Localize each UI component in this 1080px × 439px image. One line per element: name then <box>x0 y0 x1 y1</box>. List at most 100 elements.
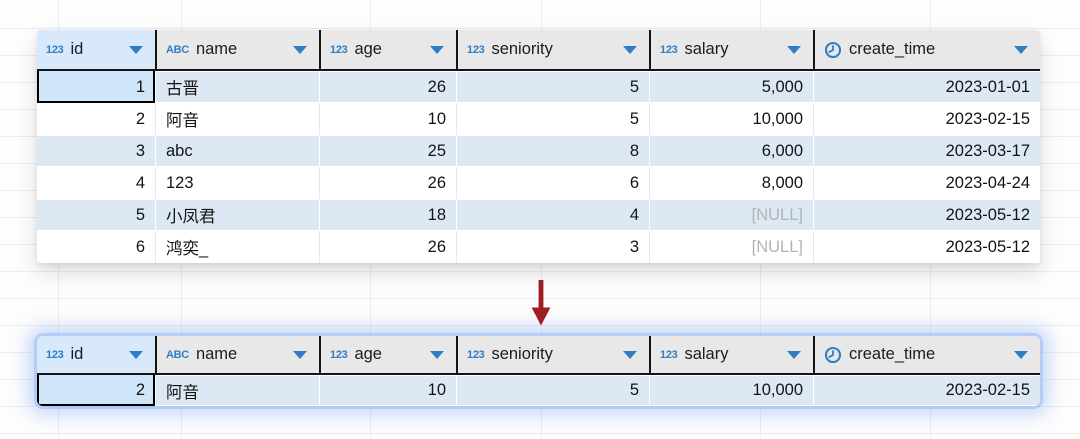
filter-dropdown-icon[interactable] <box>430 350 444 359</box>
column-header-id[interactable]: 123 id <box>37 30 155 69</box>
cell-create_time[interactable]: 2023-02-15 <box>813 103 1040 135</box>
filter-dropdown-icon[interactable] <box>623 350 637 359</box>
column-header-id[interactable]: 123 id <box>37 336 155 373</box>
cell-salary[interactable]: 8,000 <box>649 167 813 199</box>
down-arrow-shape <box>531 280 551 326</box>
column-label: seniority <box>491 40 553 58</box>
cell-salary[interactable]: [NULL] <box>649 199 813 231</box>
cell-name[interactable]: 古晋 <box>155 71 319 103</box>
column-header-create_time[interactable]: create_time <box>813 30 1040 69</box>
column-label: id <box>70 345 84 363</box>
header-row: 123 id ABC name 123 age 123 seniority 123 salary c… <box>37 336 1040 375</box>
cell-seniority[interactable]: 5 <box>456 71 649 103</box>
filter-dropdown-icon[interactable] <box>623 45 637 54</box>
cell-salary[interactable]: 6,000 <box>649 135 813 167</box>
cell-salary[interactable]: [NULL] <box>649 231 813 263</box>
cell-salary[interactable]: 5,000 <box>649 71 813 103</box>
filter-dropdown-icon[interactable] <box>293 350 307 359</box>
text-type-icon: ABC <box>166 43 189 56</box>
cell-age[interactable]: 26 <box>319 231 456 263</box>
table-row: 3 abc 25 8 6,000 2023-03-17 <box>37 135 1040 167</box>
cell-name[interactable]: 鸿奕_ <box>155 231 319 263</box>
column-header-seniority[interactable]: 123 seniority <box>456 336 649 373</box>
cell-age[interactable]: 25 <box>319 135 456 167</box>
cell-id[interactable]: 2 <box>37 375 155 406</box>
datetime-type-icon <box>824 41 842 59</box>
numeric-type-icon: 123 <box>660 43 678 56</box>
column-label: name <box>195 40 238 58</box>
cell-name[interactable]: 阿音 <box>155 103 319 135</box>
numeric-type-icon: 123 <box>467 43 485 56</box>
column-label: seniority <box>491 345 553 363</box>
numeric-type-icon: 123 <box>330 43 348 56</box>
cell-create_time[interactable]: 2023-03-17 <box>813 135 1040 167</box>
datetime-type-icon <box>824 346 842 364</box>
cell-create_time[interactable]: 2023-05-12 <box>813 231 1040 263</box>
column-header-age[interactable]: 123 age <box>319 30 456 69</box>
cell-id[interactable]: 6 <box>135 237 145 256</box>
column-header-name[interactable]: ABC name <box>155 336 319 373</box>
cell-salary[interactable]: 10,000 <box>649 103 813 135</box>
column-label: salary <box>684 345 729 363</box>
filter-dropdown-icon[interactable] <box>129 45 143 54</box>
numeric-type-icon: 123 <box>46 348 64 361</box>
filter-dropdown-icon[interactable] <box>787 350 801 359</box>
column-label: id <box>70 40 84 58</box>
filter-dropdown-icon[interactable] <box>293 45 307 54</box>
column-label: name <box>195 345 238 363</box>
numeric-type-icon: 123 <box>660 348 678 361</box>
cell-age[interactable]: 26 <box>319 71 456 103</box>
column-label: age <box>354 40 382 58</box>
table-row: 5 小凤君 18 4 [NULL] 2023-05-12 <box>37 199 1040 231</box>
table-row: 2 阿音 10 5 10,000 2023-02-15 <box>37 375 1040 406</box>
numeric-type-icon: 123 <box>46 43 64 56</box>
column-header-create_time[interactable]: create_time <box>813 336 1040 373</box>
cell-id[interactable]: 1 <box>37 71 155 103</box>
transform-arrow-icon <box>530 280 552 331</box>
numeric-type-icon: 123 <box>330 348 348 361</box>
cell-age[interactable]: 26 <box>319 167 456 199</box>
column-label: create_time <box>849 345 936 363</box>
cell-name[interactable]: 小凤君 <box>155 199 319 231</box>
cell-name[interactable]: abc <box>155 135 319 167</box>
column-header-name[interactable]: ABC name <box>155 30 319 69</box>
cell-create_time[interactable]: 2023-04-24 <box>813 167 1040 199</box>
cell-seniority[interactable]: 8 <box>456 135 649 167</box>
filter-dropdown-icon[interactable] <box>1014 350 1028 359</box>
column-header-salary[interactable]: 123 salary <box>649 30 813 69</box>
cell-create_time[interactable]: 2023-02-15 <box>813 375 1040 406</box>
cell-create_time[interactable]: 2023-01-01 <box>813 71 1040 103</box>
numeric-type-icon: 123 <box>467 348 485 361</box>
column-header-age[interactable]: 123 age <box>319 336 456 373</box>
cell-id[interactable]: 3 <box>135 141 145 160</box>
cell-seniority[interactable]: 5 <box>456 103 649 135</box>
cell-name[interactable]: 阿音 <box>155 375 319 406</box>
column-label: create_time <box>849 40 936 58</box>
cell-name[interactable]: 123 <box>155 167 319 199</box>
cell-seniority[interactable]: 5 <box>456 375 649 406</box>
filter-dropdown-icon[interactable] <box>1014 45 1028 54</box>
cell-salary[interactable]: 10,000 <box>649 375 813 406</box>
result-data-grid: 123 id ABC name 123 age 123 seniority 123 salary c… <box>37 336 1040 406</box>
filter-dropdown-icon[interactable] <box>430 45 444 54</box>
cell-id[interactable]: 5 <box>135 205 145 224</box>
column-header-salary[interactable]: 123 salary <box>649 336 813 373</box>
table-row: 4 123 26 6 8,000 2023-04-24 <box>37 167 1040 199</box>
table-row: 2 阿音 10 5 10,000 2023-02-15 <box>37 103 1040 135</box>
column-header-seniority[interactable]: 123 seniority <box>456 30 649 69</box>
source-data-grid: 123 id ABC name 123 age 123 seniority 123 salary c… <box>37 30 1040 263</box>
cell-age[interactable]: 10 <box>319 103 456 135</box>
cell-id[interactable]: 2 <box>135 109 145 128</box>
cell-id[interactable]: 4 <box>135 173 145 192</box>
cell-seniority[interactable]: 3 <box>456 231 649 263</box>
cell-seniority[interactable]: 4 <box>456 199 649 231</box>
column-label: salary <box>684 40 729 58</box>
filter-dropdown-icon[interactable] <box>787 45 801 54</box>
cell-age[interactable]: 18 <box>319 199 456 231</box>
filter-dropdown-icon[interactable] <box>129 350 143 359</box>
table-row: 6 鸿奕_ 26 3 [NULL] 2023-05-12 <box>37 231 1040 263</box>
cell-create_time[interactable]: 2023-05-12 <box>813 199 1040 231</box>
table-row: 1 古晋 26 5 5,000 2023-01-01 <box>37 71 1040 103</box>
cell-age[interactable]: 10 <box>319 375 456 406</box>
cell-seniority[interactable]: 6 <box>456 167 649 199</box>
